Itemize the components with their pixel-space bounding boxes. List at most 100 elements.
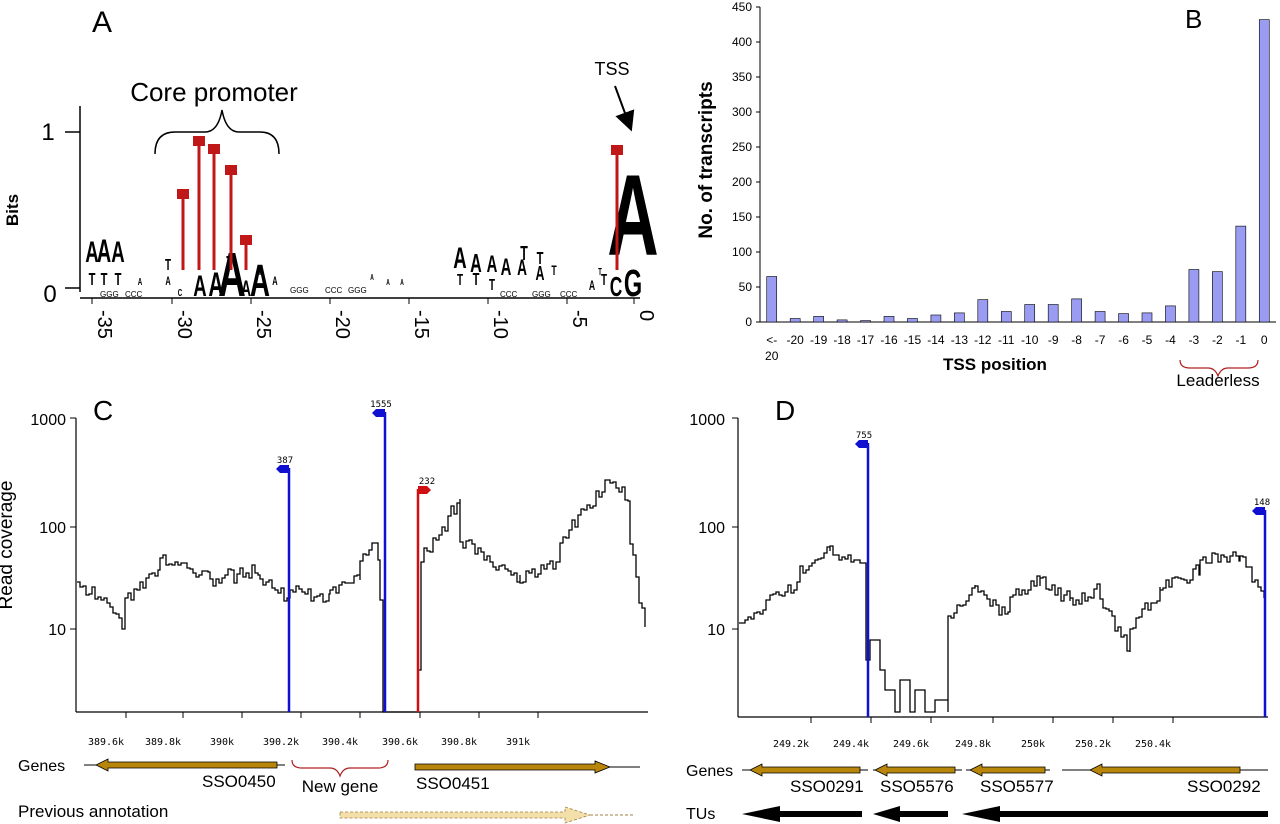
logo-y-tick-label-0: 0	[43, 281, 56, 308]
logo-glyph-A: A	[501, 255, 512, 281]
bar-y-tick-label: 250	[732, 140, 752, 154]
logo-glyph-A: A	[165, 275, 170, 288]
bar	[1094, 311, 1106, 323]
panel-b: B No. of transcripts TSS position 0 50 100…	[696, 0, 1276, 390]
panel-label-c: C	[93, 395, 113, 426]
c-gene-label-sso0450: SSO0450	[202, 772, 276, 791]
bar-y-tick-label: 50	[739, 280, 753, 294]
bar-x-tick-label: -17	[857, 333, 875, 347]
logo-glyph-T: T	[101, 269, 108, 289]
bar	[930, 314, 942, 323]
panel-d: D 1000 100 10 249.2k 249.4k 249.6k 249.8k 25…	[686, 395, 1270, 823]
bar-x-tick-label: -19	[810, 333, 828, 347]
c-tss-marker-387: 387	[276, 456, 293, 712]
leaderless-brace	[1179, 359, 1259, 378]
c-gene-label-sso0451: SSO0451	[416, 774, 490, 793]
d-y-tick-label-10: 10	[707, 622, 725, 639]
logo-glyph-small: CCC	[500, 290, 518, 299]
c-genes-label: Genes	[18, 758, 65, 775]
leaderless-label: Leaderless	[1176, 371, 1259, 390]
logo-y-axis-label: Bits	[3, 194, 22, 226]
bar	[1024, 304, 1036, 323]
panel-label-a: A	[92, 6, 112, 39]
logo-x-tick-label: -15	[410, 310, 432, 339]
bar-x-tick-label: -10	[1021, 333, 1039, 347]
bar	[1188, 269, 1200, 323]
bar-x-axis-label: TSS position	[943, 355, 1047, 374]
c-tss-label-1555: 1555	[370, 400, 392, 410]
bar	[1258, 19, 1270, 323]
d-x-tick-label: 250k	[1021, 739, 1045, 750]
bar	[1000, 311, 1012, 323]
logo-y-tick-label-1: 1	[41, 119, 54, 146]
d-x-tick-label: 250.4k	[1135, 739, 1171, 750]
logo-glyph-T: T	[457, 271, 463, 289]
logo-glyph-small: GGG	[532, 290, 551, 299]
logo-glyph-small: CCC	[325, 286, 343, 295]
d-gene-label-sso0291: SSO0291	[790, 777, 864, 796]
bar-x-tick-label: <-	[766, 333, 777, 347]
bar-x-tick-label: -11	[998, 333, 1015, 347]
panel-c: C Read coverage 1000 100 10 389.6k 389.8k…	[0, 395, 648, 824]
logo-glyph-T: T	[601, 271, 607, 289]
d-gene-label-sso5576: SSO5576	[880, 777, 954, 796]
bar-y-tick-label: 150	[732, 210, 752, 224]
tss-label: TSS	[594, 59, 629, 79]
logo-glyph-A: A	[138, 275, 142, 287]
d-coverage-line	[739, 545, 1265, 713]
bar-x-tick-label: -16	[880, 333, 898, 347]
logo-glyph-A: A	[370, 274, 374, 282]
logo-glyph-A: A	[97, 233, 111, 269]
logo-glyph-A: A	[272, 275, 277, 288]
d-x-tick-label: 249.2k	[773, 739, 809, 750]
d-x-tick-label: 249.6k	[893, 739, 929, 750]
d-gene-label-sso0292: SSO0292	[1187, 777, 1261, 796]
c-tss-label-232: 232	[419, 477, 435, 487]
c-x-tick-label: 390.6k	[382, 737, 418, 748]
logo-glyph-A: A	[85, 236, 98, 270]
c-x-tick-label: 390k	[210, 737, 234, 748]
c-x-tick-label: 390.2k	[263, 737, 299, 748]
gene-sso0292	[1062, 763, 1268, 777]
logo-glyph-A: A	[487, 252, 498, 278]
bar-y-axis-label: No. of transcripts	[696, 81, 717, 238]
bar-x-tick-label: -8	[1071, 333, 1082, 347]
bar-x-tick-label: -12	[974, 333, 992, 347]
logo-glyph-small: CCC	[560, 290, 578, 299]
bar-x-tick-label: -20	[787, 333, 805, 347]
bar-x-tick-label: -9	[1048, 333, 1059, 347]
bar-x-tick-label: -2	[1212, 333, 1223, 347]
d-x-tick-label: 249.8k	[955, 739, 991, 750]
bar	[1165, 305, 1176, 323]
bar-x-tick-label: -1	[1235, 333, 1246, 347]
logo-glyph-small: GGG	[348, 286, 367, 295]
logo-glyphs: AAATTTAACTAAAAATTAAAAAAATTTTTTATCAGAAATG…	[85, 136, 659, 309]
bar	[977, 299, 989, 323]
c-x-tick-label: 389.6k	[88, 737, 124, 748]
d-tss-marker-148: 148	[1252, 498, 1270, 717]
d-tss-label-148: 148	[1254, 498, 1270, 508]
logo-glyph-A: A	[589, 278, 596, 294]
logo-glyph-T: T	[257, 263, 262, 279]
logo-glyph-A: A	[536, 262, 545, 285]
core-promoter-brace	[154, 109, 280, 155]
logo-x-tick-label: -35	[93, 310, 115, 339]
bar-x-tick-label: -14	[927, 333, 945, 347]
bar-x-tick-label: 0	[1261, 333, 1268, 347]
c-y-tick-label-100: 100	[39, 520, 66, 537]
logo-glyph-T: T	[473, 269, 480, 289]
bar	[1235, 225, 1247, 323]
bar	[954, 312, 965, 323]
c-coverage-line	[77, 479, 646, 713]
new-gene-label: New gene	[302, 777, 379, 796]
logo-glyph-C: C	[610, 271, 623, 302]
logo-glyph-T: T	[89, 269, 96, 289]
c-x-tick-label: 390.8k	[441, 737, 477, 748]
logo-glyph-small: GGG	[290, 286, 309, 295]
tu-arrow-2	[873, 806, 948, 822]
bar	[1141, 312, 1153, 323]
d-y-tick-label-100: 100	[698, 520, 725, 537]
previous-annotation-label: Previous annotation	[18, 802, 168, 821]
c-x-tick-label: 390.4k	[322, 737, 358, 748]
bar-x-tick-label: -18	[833, 333, 851, 347]
